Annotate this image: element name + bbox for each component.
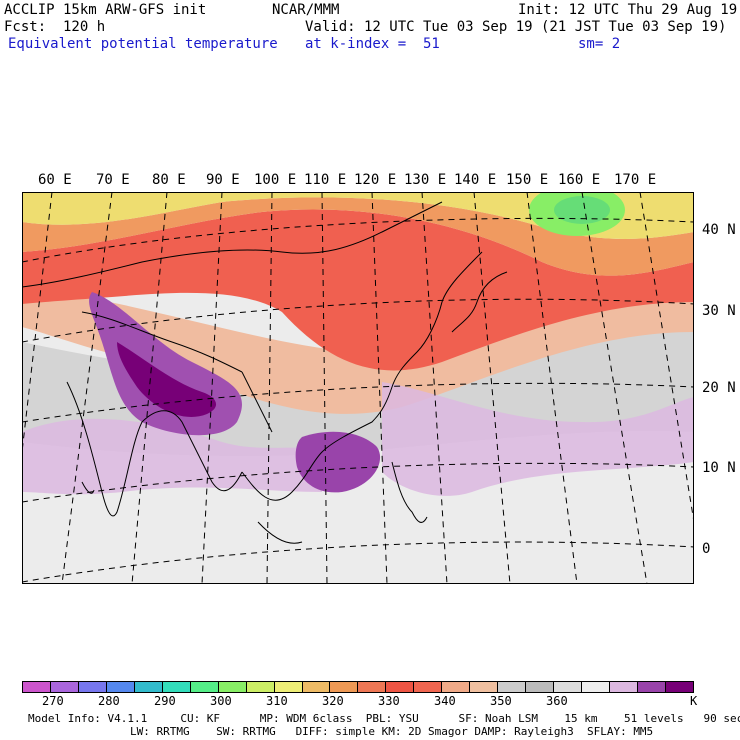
colorbar-swatch xyxy=(302,682,331,692)
colorbar-swatch xyxy=(610,682,638,692)
model-info-line1: Model Info: V4.1.1 CU: KF MP: WDM 6class… xyxy=(28,712,740,725)
lat-label: 20 N xyxy=(702,380,736,396)
colorbar xyxy=(22,681,694,693)
model-title: ACCLIP 15km ARW-GFS init xyxy=(4,2,207,18)
green-core xyxy=(554,196,610,224)
light-purple-pacific xyxy=(382,382,694,496)
colorbar-swatch xyxy=(78,682,107,692)
yellow-band xyxy=(22,192,694,239)
colorbar-swatch xyxy=(23,682,51,692)
colorbar-tick: 340 xyxy=(434,694,456,708)
colorbar-swatch xyxy=(498,682,527,692)
colorbar-tick: 330 xyxy=(378,694,400,708)
lon-label: 100 E xyxy=(254,172,297,188)
field-name: Equivalent potential temperature xyxy=(8,36,278,52)
lon-label: 120 E xyxy=(354,172,397,188)
colorbar-swatch xyxy=(554,682,583,692)
colorbar-tick: 360 xyxy=(546,694,568,708)
colorbar-swatch xyxy=(582,682,611,692)
orange-band xyxy=(22,197,694,276)
lon-label: 110 E xyxy=(304,172,347,188)
colorbar-tick: 350 xyxy=(490,694,512,708)
colorbar-swatch xyxy=(665,682,693,692)
lon-label: 170 E xyxy=(614,172,657,188)
lat-label: 40 N xyxy=(702,222,736,238)
colorbar-tick: 300 xyxy=(210,694,232,708)
lon-label: 80 E xyxy=(152,172,186,188)
colorbar-swatch xyxy=(470,682,499,692)
lon-label: 90 E xyxy=(206,172,240,188)
colorbar-swatch xyxy=(442,682,471,692)
organization-label: NCAR/MMM xyxy=(272,2,340,18)
colorbar-swatch xyxy=(414,682,443,692)
lat-label: 10 N xyxy=(702,460,736,476)
colorbar-swatch xyxy=(246,682,275,692)
colorbar-swatch xyxy=(190,682,219,692)
colorbar-swatch xyxy=(134,682,163,692)
colorbar-swatch xyxy=(386,682,415,692)
colorbar-swatch xyxy=(330,682,359,692)
coastlines xyxy=(66,251,508,544)
lon-label: 60 E xyxy=(38,172,72,188)
red-band xyxy=(22,209,694,371)
graticule xyxy=(22,192,694,584)
light-purple-west xyxy=(22,418,322,495)
lat-label: 0 xyxy=(702,541,711,557)
init-time: Init: 12 UTC Thu 29 Aug 19 xyxy=(518,2,738,18)
purple-scs xyxy=(295,431,381,493)
colorbar-tick: 290 xyxy=(154,694,176,708)
colorbar-unit: K xyxy=(690,694,698,708)
colorbar-swatch xyxy=(218,682,247,692)
colorbar-tick: 270 xyxy=(42,694,64,708)
colorbar-swatch xyxy=(162,682,191,692)
colorbar-swatch xyxy=(526,682,555,692)
colorbar-swatch xyxy=(637,682,666,692)
lon-label: 130 E xyxy=(404,172,447,188)
colorbar-tick: 310 xyxy=(266,694,288,708)
colorbar-swatch xyxy=(358,682,387,692)
model-info-line2: LW: RRTMG SW: RRTMG DIFF: simple KM: 2D … xyxy=(130,725,654,738)
lat-label: 30 N xyxy=(702,303,736,319)
colorbar-tick: 280 xyxy=(98,694,120,708)
colorbar-swatch xyxy=(106,682,135,692)
colorbar-tick: 320 xyxy=(322,694,344,708)
map-frame xyxy=(22,192,694,584)
theta-e-map xyxy=(22,192,694,584)
lon-label: 150 E xyxy=(506,172,549,188)
smoothing-label: sm= 2 xyxy=(578,36,621,52)
colorbar-swatch xyxy=(50,682,79,692)
colorbar-swatch xyxy=(274,682,303,692)
lon-label: 160 E xyxy=(558,172,601,188)
lon-label: 140 E xyxy=(454,172,497,188)
forecast-hour: Fcst: 120 h xyxy=(4,19,106,35)
lon-label: 70 E xyxy=(96,172,130,188)
valid-time: Valid: 12 UTC Tue 03 Sep 19 (21 JST Tue … xyxy=(305,19,727,35)
level-label: at k-index = 51 xyxy=(305,36,440,52)
deep-purple-core xyxy=(117,342,217,417)
